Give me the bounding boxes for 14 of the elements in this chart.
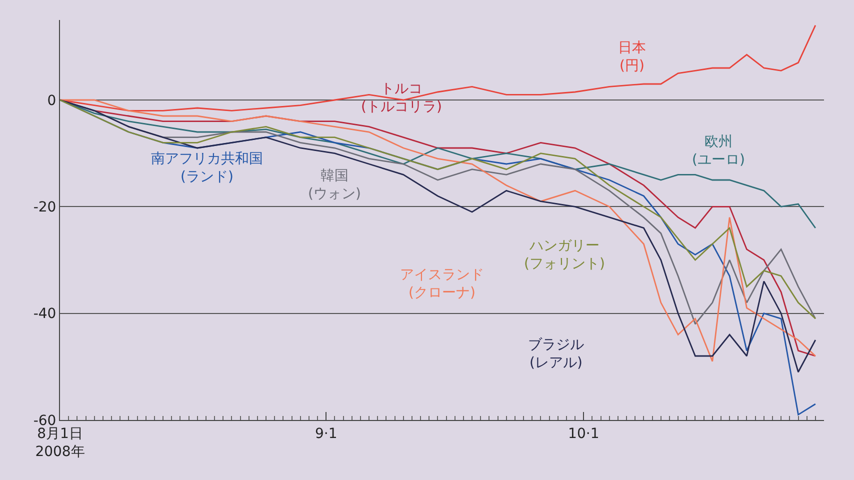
x-tick-label: 9·1 [314,426,338,442]
y-tick-label: -20 [33,200,56,216]
text: ハンガリー (フォリント) [524,238,605,272]
series-label: 日本 (円) [618,40,646,74]
series-label: 南アフリカ共和国 (ランド) [151,151,263,186]
text: アイスランド (クローナ) [400,267,484,302]
series-label: 韓国 (ウォン) [308,168,361,202]
series-label: 欧州 (ユーロ) [692,134,745,168]
series-label: トルコ (トルコリラ) [361,81,442,116]
x-tick-label: 10·1 [568,426,600,442]
text: ブラジル (レアル) [528,337,584,372]
x-tick-label: 8月1日 2008年 [35,426,85,460]
y-tick-label: 0 [47,92,56,109]
y-tick-label: -40 [33,306,56,322]
